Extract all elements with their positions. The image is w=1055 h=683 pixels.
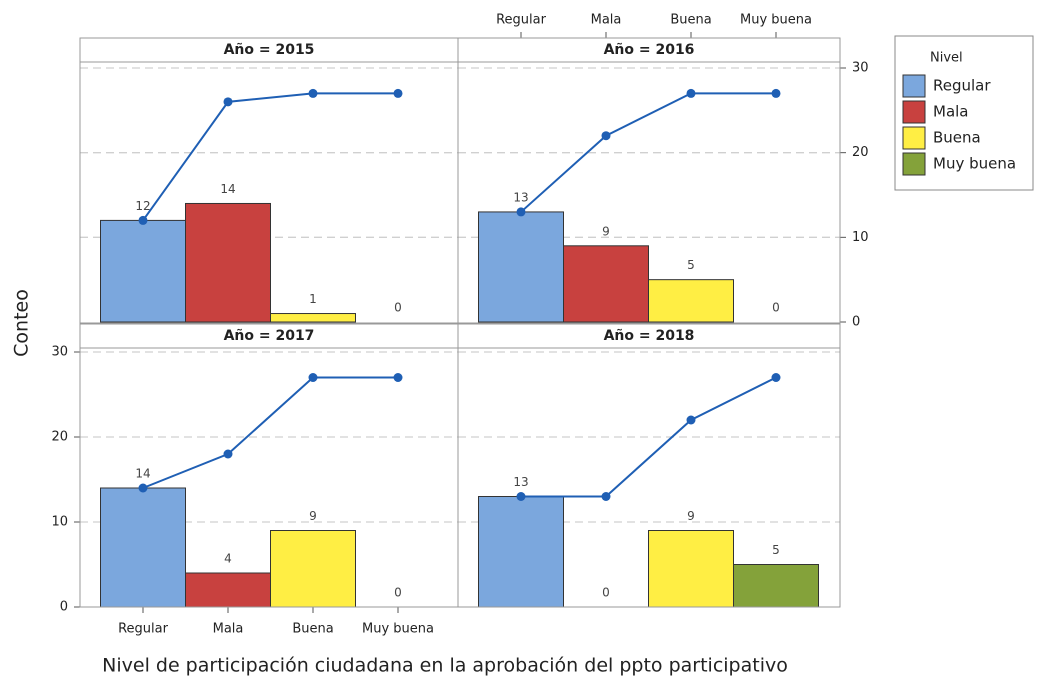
- line-point: [138, 215, 148, 225]
- data-label: 9: [687, 509, 695, 523]
- bar: [270, 313, 356, 323]
- data-label: 14: [135, 467, 150, 481]
- data-label: 5: [687, 258, 695, 272]
- legend-label: Muy buena: [933, 155, 1016, 173]
- y-tick-label: 20: [852, 145, 869, 160]
- x-axis-label: Nivel de participación ciudadana en la a…: [102, 655, 788, 677]
- data-label: 4: [224, 552, 232, 566]
- data-label: 0: [602, 586, 610, 600]
- bar: [733, 564, 819, 608]
- line-point: [771, 88, 781, 98]
- y-tick-label: 10: [852, 230, 869, 245]
- x-tick-label: Regular: [118, 622, 169, 637]
- panel-title: Año = 2015: [224, 42, 315, 58]
- line-point: [601, 492, 611, 501]
- x-tick-label: Mala: [213, 622, 244, 637]
- x-tick-label: Regular: [496, 13, 547, 28]
- cumulative-line: [142, 376, 398, 489]
- x-tick-label: Buena: [670, 13, 711, 28]
- y-axis-label: Conteo: [11, 289, 33, 357]
- y-tick-label: 0: [60, 600, 68, 615]
- bar: [478, 211, 564, 323]
- line-point: [516, 207, 526, 217]
- y-tick-label: 30: [852, 61, 869, 76]
- line-point: [771, 373, 781, 382]
- x-tick-label: Buena: [292, 622, 333, 637]
- panel-title: Año = 2018: [604, 328, 695, 344]
- line-point: [516, 492, 526, 501]
- bar: [563, 245, 649, 323]
- line-point: [138, 483, 148, 493]
- x-tick-label: Muy buena: [362, 622, 434, 637]
- data-label: 5: [772, 543, 780, 557]
- cumulative-line: [521, 376, 777, 498]
- line-point: [223, 449, 233, 459]
- line-point: [308, 373, 318, 382]
- data-label: 9: [309, 509, 317, 523]
- panel-header: [79, 37, 459, 63]
- legend-label: Regular: [933, 77, 991, 95]
- bar: [185, 202, 271, 323]
- line-point: [223, 97, 233, 107]
- panel-title: Año = 2017: [224, 328, 315, 344]
- panel-title: Año = 2016: [604, 42, 695, 58]
- bar: [100, 487, 186, 608]
- data-label: 13: [513, 475, 528, 489]
- y-tick-label: 0: [852, 315, 860, 330]
- data-label: 14: [220, 182, 235, 196]
- bar: [185, 572, 271, 608]
- y-tick-label: 10: [51, 515, 68, 530]
- legend-swatch: [902, 152, 926, 176]
- data-label: 12: [135, 199, 150, 213]
- line-point: [601, 131, 611, 141]
- bar: [648, 279, 734, 323]
- bar: [270, 530, 356, 608]
- legend-swatch: [902, 100, 926, 124]
- line-point: [686, 88, 696, 98]
- bar: [100, 219, 186, 323]
- data-label: 0: [394, 301, 402, 315]
- line-point: [686, 415, 696, 425]
- y-tick-label: 30: [51, 345, 68, 360]
- legend-label: Mala: [933, 103, 969, 121]
- line-point: [393, 88, 403, 98]
- data-label: 1: [309, 292, 317, 306]
- panel-header: [457, 323, 841, 349]
- bar: [648, 530, 734, 608]
- x-tick-label: Muy buena: [740, 13, 812, 28]
- line-point: [393, 373, 403, 382]
- legend-swatch: [902, 126, 926, 150]
- data-label: 9: [602, 224, 610, 238]
- y-tick-label: 20: [51, 430, 68, 445]
- line-point: [308, 88, 318, 98]
- legend-title: Nivel: [930, 51, 963, 66]
- data-label: 0: [394, 586, 402, 600]
- data-label: 13: [513, 190, 528, 204]
- data-label: 0: [772, 301, 780, 315]
- bar: [478, 496, 564, 608]
- legend-label: Buena: [933, 129, 981, 147]
- cumulative-line: [142, 92, 398, 221]
- x-tick-label: Mala: [591, 13, 622, 28]
- cumulative-line: [520, 92, 776, 213]
- legend-swatch: [902, 74, 926, 98]
- panel-header: [79, 323, 459, 349]
